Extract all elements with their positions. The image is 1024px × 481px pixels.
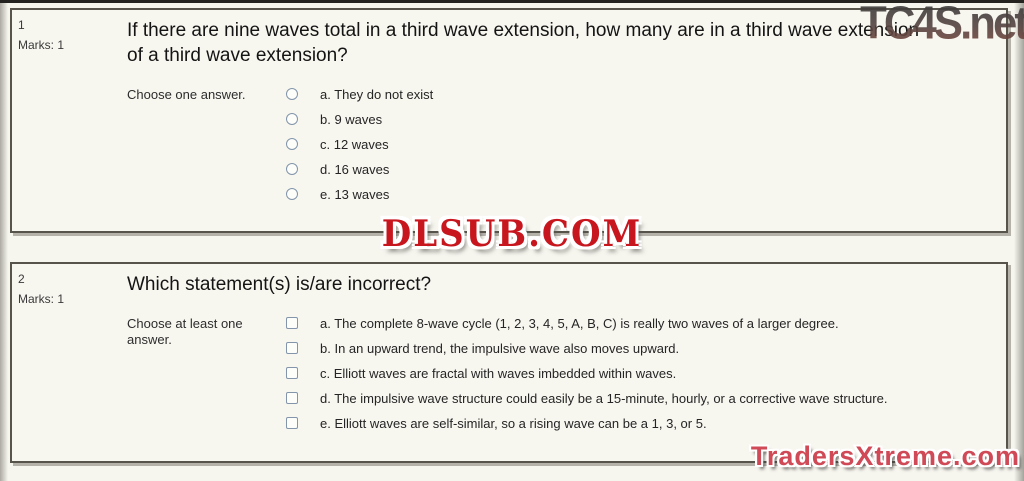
question-1-prompt: Choose one answer. bbox=[127, 87, 246, 102]
option-row[interactable]: e. 13 waves bbox=[286, 187, 990, 203]
option-label[interactable]: a. The complete 8-wave cycle (1, 2, 3, 4… bbox=[320, 316, 839, 331]
watermark-dlsub: DLSUB.COM bbox=[379, 210, 643, 259]
option-label[interactable]: c. Elliott waves are fractal with waves … bbox=[320, 366, 677, 381]
question-marks: Marks: 1 bbox=[18, 292, 65, 306]
checkbox[interactable] bbox=[286, 392, 298, 404]
checkbox[interactable] bbox=[286, 317, 298, 329]
option-row[interactable]: d. The impulsive wave structure could ea… bbox=[286, 391, 990, 407]
question-2-text: Which statement(s) is/are incorrect? bbox=[127, 274, 432, 295]
question-number: 1 bbox=[18, 18, 25, 32]
radio-button[interactable] bbox=[286, 163, 298, 175]
radio-button[interactable] bbox=[286, 113, 298, 125]
option-row[interactable]: c. Elliott waves are fractal with waves … bbox=[286, 366, 990, 382]
checkbox[interactable] bbox=[286, 417, 298, 429]
page-top-border bbox=[0, 0, 1024, 3]
question-1-text: If there are nine waves total in a third… bbox=[127, 20, 920, 66]
question-1-options: a. They do not exist b. 9 waves c. 12 wa… bbox=[286, 87, 990, 212]
question-1-box: 1 Marks: 1 If there are nine waves total… bbox=[10, 8, 1008, 233]
checkbox[interactable] bbox=[286, 342, 298, 354]
page-right-edge-shadow bbox=[1014, 0, 1024, 481]
question-marks: Marks: 1 bbox=[18, 38, 65, 52]
question-2-box: 2 Marks: 1 Which statement(s) is/are inc… bbox=[10, 262, 1008, 463]
question-1-meta: 1 Marks: 1 bbox=[18, 18, 123, 52]
option-label[interactable]: a. They do not exist bbox=[320, 87, 434, 102]
option-label[interactable]: b. 9 waves bbox=[320, 112, 383, 127]
checkbox[interactable] bbox=[286, 367, 298, 379]
question-2-meta: 2 Marks: 1 bbox=[18, 272, 123, 306]
option-row[interactable]: a. The complete 8-wave cycle (1, 2, 3, 4… bbox=[286, 316, 990, 332]
option-label[interactable]: c. 12 waves bbox=[320, 137, 389, 152]
question-2-prompt: Choose at least one answer. bbox=[127, 316, 243, 347]
option-row[interactable]: c. 12 waves bbox=[286, 137, 990, 153]
watermark-tc4s: TC4S.net bbox=[860, 0, 1024, 50]
radio-button[interactable] bbox=[286, 138, 298, 150]
watermark-tradersxtreme: TradersXtreme.com bbox=[749, 439, 1021, 473]
option-label[interactable]: d. 16 waves bbox=[320, 162, 390, 177]
option-label[interactable]: d. The impulsive wave structure could ea… bbox=[320, 391, 888, 406]
option-row[interactable]: a. They do not exist bbox=[286, 87, 990, 103]
radio-button[interactable] bbox=[286, 88, 298, 100]
option-row[interactable]: d. 16 waves bbox=[286, 162, 990, 178]
page-left-edge-shadow bbox=[0, 0, 8, 481]
option-row[interactable]: b. In an upward trend, the impulsive wav… bbox=[286, 341, 990, 357]
option-label[interactable]: b. In an upward trend, the impulsive wav… bbox=[320, 341, 680, 356]
option-label[interactable]: e. Elliott waves are self-similar, so a … bbox=[320, 416, 707, 431]
radio-button[interactable] bbox=[286, 188, 298, 200]
question-2-options: a. The complete 8-wave cycle (1, 2, 3, 4… bbox=[286, 316, 990, 441]
option-row[interactable]: e. Elliott waves are self-similar, so a … bbox=[286, 416, 990, 432]
option-label[interactable]: e. 13 waves bbox=[320, 187, 390, 202]
option-row[interactable]: b. 9 waves bbox=[286, 112, 990, 128]
question-number: 2 bbox=[18, 272, 25, 286]
